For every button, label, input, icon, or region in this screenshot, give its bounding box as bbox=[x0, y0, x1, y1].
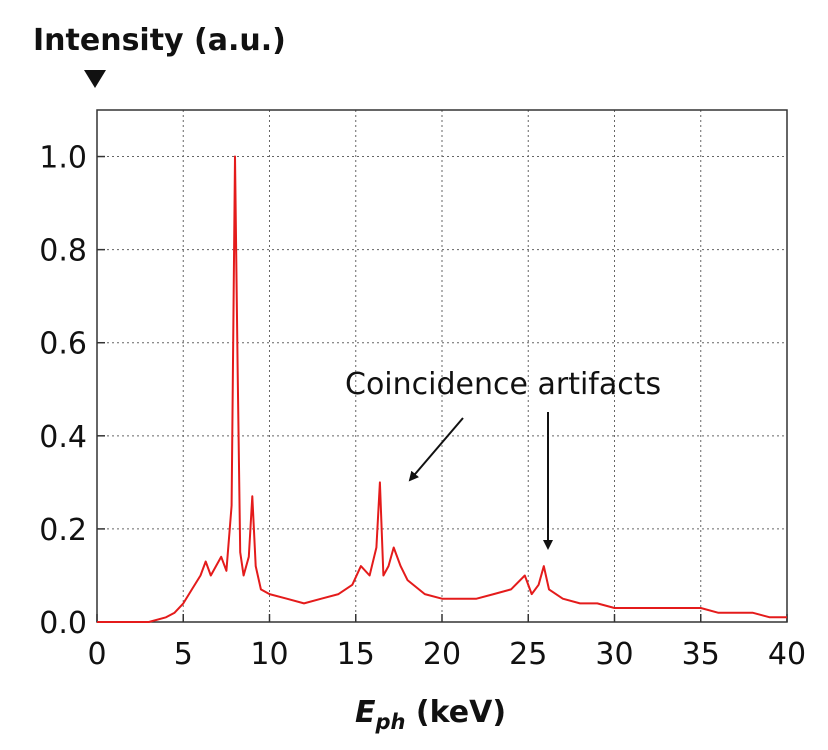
y-tick-label: 0.0 bbox=[39, 606, 87, 641]
y-tick-label: 0.8 bbox=[39, 234, 87, 269]
x-tick-label: 25 bbox=[509, 637, 547, 672]
x-tick-label: 15 bbox=[337, 637, 375, 672]
y-axis-title-marker bbox=[84, 70, 106, 88]
x-axis-title: Eph (keV) bbox=[355, 695, 506, 734]
annotation-arrow-1 bbox=[408, 417, 464, 482]
x-tick-label: 0 bbox=[87, 637, 106, 672]
y-tick-label: 0.6 bbox=[39, 327, 87, 362]
spectrum-line bbox=[97, 155, 787, 623]
x-axis-unit: (keV) bbox=[405, 695, 506, 730]
x-tick-label: 20 bbox=[423, 637, 461, 672]
x-axis-subscript: ph bbox=[375, 710, 406, 734]
x-tick-label: 5 bbox=[174, 637, 193, 672]
x-tick-label: 40 bbox=[768, 637, 806, 672]
y-tick-label: 0.4 bbox=[39, 420, 87, 455]
x-tick-label: 35 bbox=[682, 637, 720, 672]
y-tick-label: 1.0 bbox=[39, 141, 87, 176]
y-tick-label: 0.2 bbox=[39, 513, 87, 548]
x-tick-label: 10 bbox=[250, 637, 288, 672]
annotation-label: Coincidence artifacts bbox=[345, 367, 661, 402]
y-axis-title: Intensity (a.u.) bbox=[33, 23, 286, 58]
x-axis-symbol: E bbox=[355, 695, 376, 730]
axis-ticks: 0 5 10 15 20 25 30 35 40 0.0 0.2 0.4 0.6 0.8 1.0 bbox=[39, 141, 806, 672]
x-tick-label: 30 bbox=[595, 637, 633, 672]
grid-lines bbox=[97, 110, 787, 622]
